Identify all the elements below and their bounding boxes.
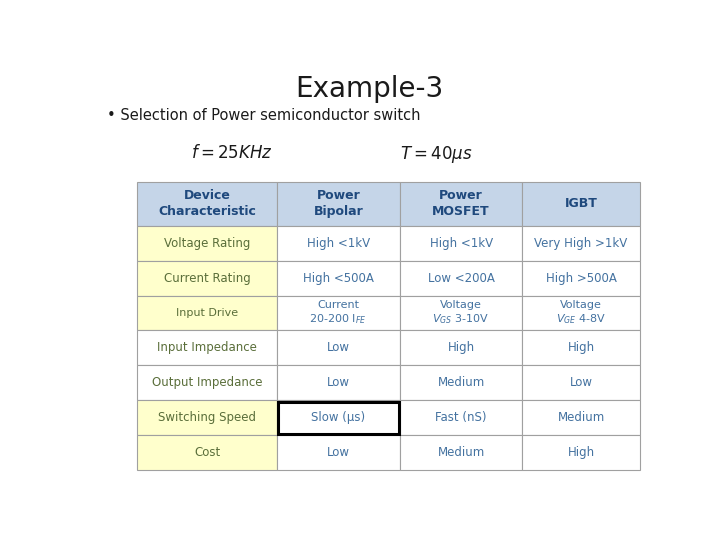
- Text: • Selection of Power semiconductor switch: • Selection of Power semiconductor switc…: [107, 109, 420, 124]
- Text: Slow (μs): Slow (μs): [311, 411, 365, 424]
- Bar: [400, 330, 523, 366]
- Text: Low: Low: [327, 376, 350, 389]
- Bar: [523, 182, 639, 226]
- Text: Device
Characteristic: Device Characteristic: [158, 190, 256, 218]
- Text: Voltage
$V_{GE}$ 4-8V: Voltage $V_{GE}$ 4-8V: [556, 300, 606, 327]
- Bar: [138, 400, 277, 435]
- Bar: [400, 226, 523, 261]
- Text: $T = 40\mu s$: $T = 40\mu s$: [400, 144, 472, 165]
- Bar: [400, 261, 523, 295]
- Text: Fast (nS): Fast (nS): [436, 411, 487, 424]
- Text: Power
MOSFET: Power MOSFET: [432, 190, 490, 218]
- Bar: [138, 435, 277, 470]
- Bar: [277, 435, 400, 470]
- Text: Voltage Rating: Voltage Rating: [164, 237, 251, 249]
- Bar: [138, 366, 277, 400]
- Text: Switching Speed: Switching Speed: [158, 411, 256, 424]
- Text: High: High: [567, 341, 595, 354]
- Bar: [523, 400, 639, 435]
- Text: Medium: Medium: [438, 446, 485, 459]
- Text: High <1kV: High <1kV: [307, 237, 370, 249]
- Text: Current Rating: Current Rating: [164, 272, 251, 285]
- Text: Low: Low: [570, 376, 593, 389]
- Bar: [138, 295, 277, 330]
- Bar: [277, 366, 400, 400]
- Text: High: High: [567, 446, 595, 459]
- Text: Low: Low: [327, 341, 350, 354]
- Bar: [277, 400, 400, 435]
- Bar: [138, 182, 277, 226]
- Text: Cost: Cost: [194, 446, 220, 459]
- Text: Example-3: Example-3: [295, 75, 443, 103]
- Text: High <1kV: High <1kV: [430, 237, 492, 249]
- Bar: [523, 295, 639, 330]
- Bar: [400, 400, 523, 435]
- Bar: [277, 330, 400, 366]
- Bar: [277, 226, 400, 261]
- Text: Input Drive: Input Drive: [176, 308, 238, 318]
- Bar: [138, 226, 277, 261]
- Bar: [277, 261, 400, 295]
- Text: $f = 25KHz$: $f = 25KHz$: [192, 144, 273, 162]
- Bar: [278, 402, 399, 434]
- Text: Output Impedance: Output Impedance: [152, 376, 262, 389]
- Bar: [400, 366, 523, 400]
- Bar: [277, 295, 400, 330]
- Text: Voltage
$V_{GS}$ 3-10V: Voltage $V_{GS}$ 3-10V: [433, 300, 490, 327]
- Text: Power
Bipolar: Power Bipolar: [313, 190, 363, 218]
- Bar: [400, 435, 523, 470]
- Bar: [138, 261, 277, 295]
- Bar: [277, 182, 400, 226]
- Bar: [523, 366, 639, 400]
- Bar: [400, 295, 523, 330]
- Bar: [523, 330, 639, 366]
- Text: High: High: [448, 341, 474, 354]
- Bar: [400, 182, 523, 226]
- Text: Input Impedance: Input Impedance: [157, 341, 257, 354]
- Text: Medium: Medium: [557, 411, 605, 424]
- Text: Low: Low: [327, 446, 350, 459]
- Bar: [523, 226, 639, 261]
- Bar: [138, 330, 277, 366]
- Text: IGBT: IGBT: [564, 198, 598, 211]
- Text: Very High >1kV: Very High >1kV: [534, 237, 628, 249]
- Text: Current
20-200 I$_{FE}$: Current 20-200 I$_{FE}$: [310, 300, 367, 327]
- Text: High <500A: High <500A: [303, 272, 374, 285]
- Bar: [523, 435, 639, 470]
- Text: High >500A: High >500A: [546, 272, 616, 285]
- Text: Medium: Medium: [438, 376, 485, 389]
- Text: Low <200A: Low <200A: [428, 272, 495, 285]
- Bar: [523, 261, 639, 295]
